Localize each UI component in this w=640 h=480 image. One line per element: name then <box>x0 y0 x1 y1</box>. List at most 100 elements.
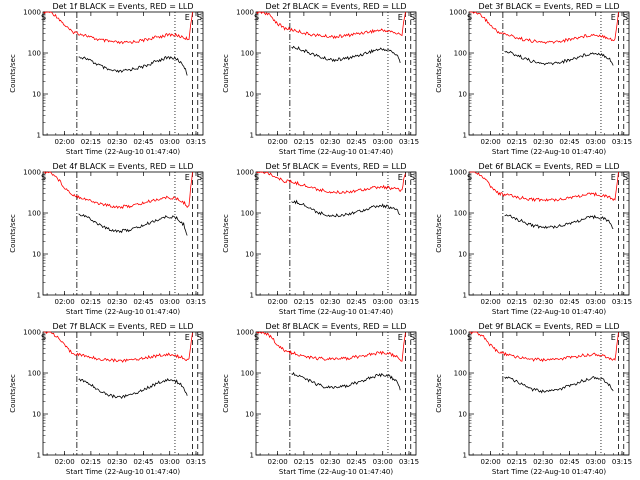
plot-frame <box>42 11 204 136</box>
y-tick-label: 10 <box>32 251 41 259</box>
y-tick-label: 1000 <box>23 329 41 337</box>
chart-svg: Det 4f BLACK = Events, RED = LLD 1 10 100 10… <box>9 162 206 316</box>
y-tick-label: 10 <box>245 251 254 259</box>
x-tick-label: 03:15 <box>612 298 632 306</box>
y-axis-label: Counts/sec <box>9 54 17 93</box>
chart-svg: Det 9f BLACK = Events, RED = LLD 1 10 100 10… <box>435 322 632 476</box>
detector-panel-4: Det 4f BLACK = Events, RED = LLD 1 10 100 10… <box>0 160 213 320</box>
x-tick-label: 02:00 <box>55 298 75 306</box>
detector-panel-3: Det 3f BLACK = Events, RED = LLD 1 10 100 10… <box>426 0 639 160</box>
marker-label: E <box>611 333 616 342</box>
x-tick-label: 02:45 <box>346 138 366 146</box>
x-tick-label: 03:00 <box>373 138 393 146</box>
x-tick-label: 03:15 <box>399 458 419 466</box>
detector-panel-7: Det 7f BLACK = Events, RED = LLD 1 10 100 10… <box>0 320 213 480</box>
series-black-line <box>78 213 188 236</box>
marker-label: S <box>410 173 415 182</box>
y-tick-label: 10 <box>458 411 467 419</box>
x-tick-label: 02:45 <box>559 138 579 146</box>
x-tick-label: 03:15 <box>612 138 632 146</box>
y-tick-label: 10 <box>32 91 41 99</box>
marker-label: S <box>467 13 472 22</box>
x-tick-label: 02:45 <box>133 458 153 466</box>
y-axis-label: Counts/sec <box>435 374 443 413</box>
x-tick-label: 03:00 <box>586 138 606 146</box>
y-tick-label: 1000 <box>449 169 467 177</box>
y-tick-label: 10 <box>245 91 254 99</box>
chart-svg: Det 8f BLACK = Events, RED = LLD 1 10 100 10… <box>222 322 419 476</box>
y-tick-label: 100 <box>454 50 467 58</box>
chart-svg: Det 2f BLACK = Events, RED = LLD 1 10 100 10… <box>222 2 419 156</box>
chart-title: Det 1f BLACK = Events, RED = LLD <box>52 2 193 11</box>
marker-label: S <box>41 13 46 22</box>
x-tick-label: 02:30 <box>107 458 127 466</box>
x-tick-label: 02:15 <box>81 138 101 146</box>
x-tick-label: 03:15 <box>399 138 419 146</box>
marker-label: S <box>467 333 472 342</box>
x-tick-label: 02:15 <box>81 298 101 306</box>
detector-panel-8: Det 8f BLACK = Events, RED = LLD 1 10 100 10… <box>213 320 426 480</box>
y-tick-label: 1000 <box>449 329 467 337</box>
x-tick-label: 02:00 <box>268 138 288 146</box>
x-axis-label: Start Time (22-Aug-10 01:47:40) <box>279 468 393 476</box>
x-tick-label: 02:00 <box>481 138 501 146</box>
y-axis-label: Counts/sec <box>435 214 443 253</box>
chart-svg: Det 7f BLACK = Events, RED = LLD 1 10 100 10… <box>9 322 206 476</box>
series-red-line <box>43 171 193 210</box>
series-red-line <box>469 331 619 363</box>
x-tick-label: 02:00 <box>268 298 288 306</box>
detector-panel-1: Det 1f BLACK = Events, RED = LLD 1 10 100 10… <box>0 0 213 160</box>
series-black-line <box>504 214 614 230</box>
detector-panel-5: Det 5f BLACK = Events, RED = LLD 1 10 100 10… <box>213 160 426 320</box>
detector-panel-2: Det 2f BLACK = Events, RED = LLD 1 10 100 10… <box>213 0 426 160</box>
series-red-line <box>256 171 406 195</box>
marker-label: E <box>611 13 616 22</box>
y-tick-label: 10 <box>458 91 467 99</box>
x-tick-label: 02:45 <box>133 138 153 146</box>
y-tick-label: 1 <box>463 452 467 460</box>
series-black-line <box>504 50 614 66</box>
x-tick-label: 02:30 <box>320 138 340 146</box>
chart-title: Det 7f BLACK = Events, RED = LLD <box>52 322 193 331</box>
x-axis-label: Start Time (22-Aug-10 01:47:40) <box>66 308 180 316</box>
x-tick-label: 03:00 <box>373 458 393 466</box>
x-axis-label: Start Time (22-Aug-10 01:47:40) <box>279 148 393 156</box>
y-tick-label: 1000 <box>236 9 254 17</box>
x-tick-label: 02:00 <box>481 298 501 306</box>
x-axis-label: Start Time (22-Aug-10 01:47:40) <box>492 308 606 316</box>
marker-label: E <box>398 173 403 182</box>
detector-panel-9: Det 9f BLACK = Events, RED = LLD 1 10 100 10… <box>426 320 639 480</box>
y-tick-label: 1000 <box>236 329 254 337</box>
marker-label: S <box>254 13 259 22</box>
y-axis-label: Counts/sec <box>9 214 17 253</box>
x-tick-label: 02:00 <box>268 458 288 466</box>
x-tick-label: 03:15 <box>399 298 419 306</box>
marker-label: S <box>254 333 259 342</box>
marker-label: S <box>41 333 46 342</box>
y-tick-label: 1 <box>37 452 41 460</box>
series-black-line <box>291 45 401 63</box>
x-tick-label: 02:30 <box>533 298 553 306</box>
x-tick-label: 03:15 <box>186 138 206 146</box>
x-tick-label: 02:30 <box>320 458 340 466</box>
y-tick-label: 1 <box>250 452 254 460</box>
x-tick-label: 02:15 <box>294 458 314 466</box>
chart-title: Det 8f BLACK = Events, RED = LLD <box>265 322 406 331</box>
y-axis-label: Counts/sec <box>222 54 230 93</box>
plot-frame <box>255 171 417 296</box>
x-tick-label: 03:15 <box>186 458 206 466</box>
series-red-line <box>256 11 406 40</box>
y-tick-label: 100 <box>454 370 467 378</box>
x-tick-label: 03:00 <box>160 458 180 466</box>
x-tick-label: 02:30 <box>107 138 127 146</box>
y-tick-label: 1 <box>37 292 41 300</box>
marker-label: S <box>623 333 628 342</box>
chart-title: Det 2f BLACK = Events, RED = LLD <box>265 2 406 11</box>
series-black-line <box>291 199 401 218</box>
y-tick-label: 100 <box>28 50 41 58</box>
x-tick-label: 02:00 <box>481 458 501 466</box>
series-black-line <box>78 55 188 76</box>
series-red-line <box>469 11 619 45</box>
series-black-line <box>504 376 614 394</box>
